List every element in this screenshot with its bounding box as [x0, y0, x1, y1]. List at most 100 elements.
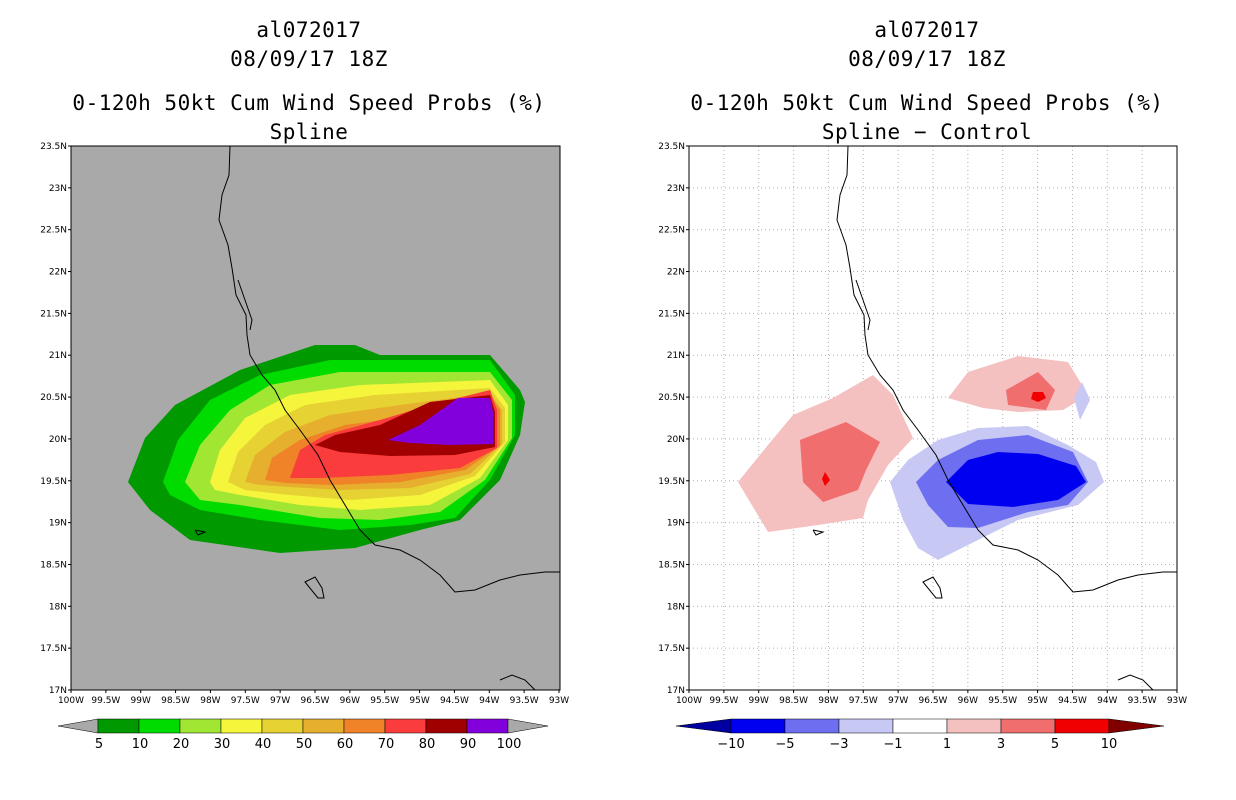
right-lat-label: 19.5N: [658, 477, 685, 487]
left-lon-label: 96.5W: [301, 696, 330, 706]
legend-right-label: −10: [717, 737, 744, 752]
legend-left-label: 90: [460, 737, 477, 752]
right-lat-label: 20N: [667, 435, 685, 445]
pos-3-ne: [1006, 372, 1055, 410]
left-lat-label: 21N: [49, 351, 67, 361]
legend-left-swatch: [97, 718, 140, 734]
legend-right-swatch: [1054, 718, 1110, 734]
right-lat-label: 21.5N: [658, 309, 685, 319]
right-lon-label: 96W: [958, 696, 978, 706]
legend-left-swatch: [425, 718, 468, 734]
right-lon-label: 95W: [1027, 696, 1047, 706]
left-lat-label: 23N: [49, 184, 67, 194]
legend-right-label: 1: [943, 737, 951, 752]
legend-right-swatch: [946, 718, 1002, 734]
legend-left-label: 60: [337, 737, 354, 752]
left-lon-label: 98.5W: [161, 696, 190, 706]
legend-left-label: 30: [214, 737, 231, 752]
left-subtitle: Spline: [269, 120, 349, 144]
left-lon-label: 99.5W: [91, 696, 120, 706]
right-lon-label: 98W: [818, 696, 838, 706]
right-lat-label: 21N: [667, 351, 685, 361]
right-lat-label: 17.5N: [658, 644, 685, 654]
right-contours: [738, 356, 1104, 560]
legend-left-label: 20: [173, 737, 190, 752]
left-contours: [128, 345, 525, 553]
left-lat-label: 22.5N: [40, 226, 67, 236]
right-panel: al072017 08/09/17 18Z 0-120h 50kt Cum Wi…: [618, 0, 1236, 800]
left-storm-id: al072017: [256, 18, 362, 42]
right-lon-label: 99W: [749, 696, 769, 706]
legend-right-label: −3: [829, 737, 848, 752]
legend-left-swatch: [220, 718, 263, 734]
left-lon-label: 99W: [131, 696, 151, 706]
legend-left-label: 100: [497, 737, 522, 752]
right-lon-label: 100W: [676, 696, 702, 706]
legend-right-min-arrow: [675, 718, 732, 734]
right-lon-label: 99.5W: [709, 696, 738, 706]
legend-left-swatch: [466, 718, 509, 734]
left-lat-label: 22N: [49, 268, 67, 278]
right-lat-label: 23.5N: [658, 142, 685, 152]
legend-right-max-arrow: [1108, 718, 1165, 734]
right-lat-label: 20.5N: [658, 393, 685, 403]
legend-right-label: 10: [1101, 737, 1118, 752]
left-axes: 17N 17.5N 18N 18.5N 19N 19.5N 20N 20.5N 21N 21.5N…: [40, 142, 569, 706]
left-lon-label: 93.5W: [510, 696, 539, 706]
left-coastline: [194, 145, 560, 691]
right-storm-id: al072017: [874, 18, 980, 42]
legend-right-label: 5: [1051, 737, 1059, 752]
left-lat-label: 20N: [49, 435, 67, 445]
left-map: 17N 17.5N 18N 18.5N 19N 19.5N 20N 20.5N 21N 21.5N…: [40, 142, 569, 752]
legend-left-label: 50: [296, 737, 313, 752]
neg-5: [946, 452, 1086, 507]
left-lat-label: 17.5N: [40, 644, 67, 654]
left-lon-label: 95W: [409, 696, 429, 706]
right-lat-label: 22N: [667, 268, 685, 278]
right-datetime: 08/09/17 18Z: [848, 47, 1006, 71]
right-lon-label: 94W: [1097, 696, 1117, 706]
contour-90: [388, 398, 493, 445]
left-lat-label: 20.5N: [40, 393, 67, 403]
right-lat-label: 23N: [667, 184, 685, 194]
left-lat-label: 17N: [49, 686, 67, 696]
legend-left-label: 70: [378, 737, 395, 752]
legend-left-min-arrow: [57, 718, 99, 734]
left-lon-label: 93W: [549, 696, 569, 706]
legend-left-swatch: [261, 718, 304, 734]
right-lat-label: 19N: [667, 519, 685, 529]
right-axes: 17N 17.5N 18N 18.5N 19N 19.5N 20N 20.5N 21N 21.5N…: [658, 142, 1187, 706]
legend-right-swatch: [892, 718, 948, 734]
legend-right-swatch: [838, 718, 894, 734]
left-lon-label: 100W: [58, 696, 84, 706]
right-lon-label: 93.5W: [1128, 696, 1157, 706]
left-lon-label: 94W: [479, 696, 499, 706]
right-lat-label: 17N: [667, 686, 685, 696]
legend-left-label: 80: [419, 737, 436, 752]
left-panel: al072017 08/09/17 18Z 0-120h 50kt Cum Wi…: [40, 18, 569, 752]
right-lon-label: 96.5W: [919, 696, 948, 706]
left-lat-label: 19N: [49, 519, 67, 529]
pos-5-west: [822, 472, 830, 486]
legend-right-label: 3: [997, 737, 1005, 752]
legend-right-label: −5: [775, 737, 794, 752]
legend-right-swatch: [1000, 718, 1056, 734]
legend-left-swatch: [384, 718, 427, 734]
left-lat-label: 21.5N: [40, 309, 67, 319]
legend-right-label: −1: [883, 737, 902, 752]
pos-3-west: [800, 422, 880, 502]
right-lon-label: 97W: [888, 696, 908, 706]
legend-left-swatch: [343, 718, 386, 734]
right-title: 0-120h 50kt Cum Wind Speed Probs (%): [690, 91, 1164, 115]
left-lat-label: 19.5N: [40, 477, 67, 487]
right-lon-label: 95.5W: [988, 696, 1017, 706]
left-lon-label: 97.5W: [231, 696, 260, 706]
left-legend: 5 10 20 30 40 50 60 70 80 90 100: [57, 718, 549, 752]
right-lat-label: 18.5N: [658, 560, 685, 570]
right-lon-label: 94.5W: [1058, 696, 1087, 706]
legend-right-swatch: [784, 718, 840, 734]
neg-small: [1074, 382, 1090, 420]
legend-left-max-arrow: [507, 718, 549, 734]
left-lon-label: 95.5W: [370, 696, 399, 706]
legend-right-swatch: [730, 718, 786, 734]
